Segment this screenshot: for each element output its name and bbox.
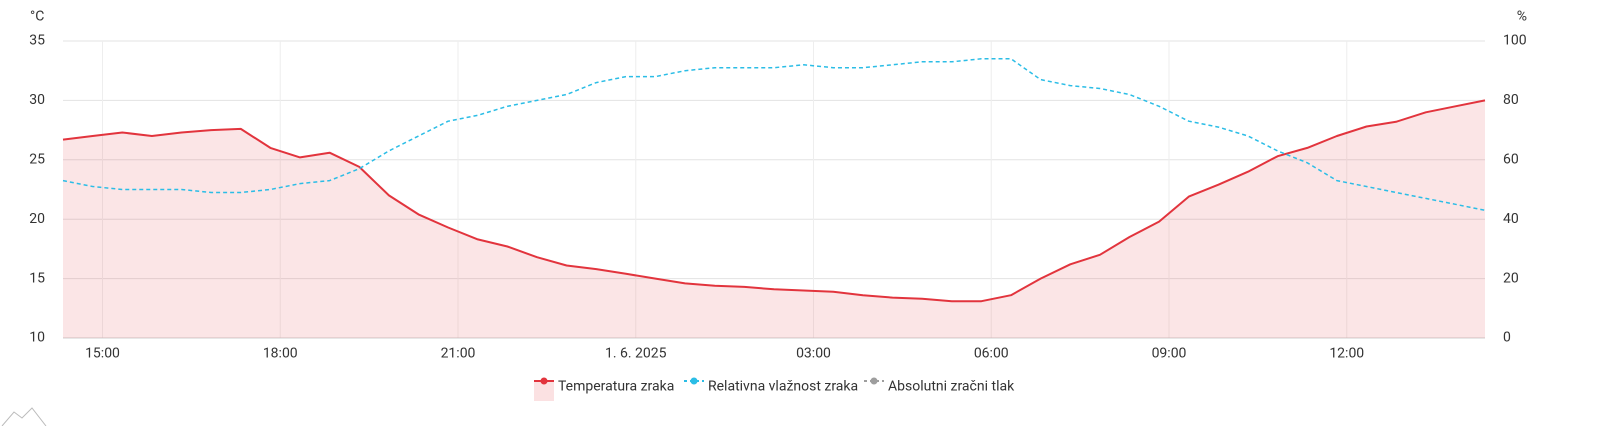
y-axis-unit: °C: [30, 9, 44, 25]
area: [63, 100, 1485, 339]
x-tick-label: 12:00: [1329, 346, 1364, 362]
y2-tick-label: 100: [1503, 33, 1527, 49]
line: [62, 58, 1486, 212]
legend: Temperatura zraka Relativna vlažnost zrak…: [534, 377, 1015, 401]
y2-axis-unit: %: [1517, 9, 1527, 25]
legend-label: Relativna vlažnost zraka: [708, 379, 858, 395]
legend-dot: [540, 377, 548, 385]
x-tick-label: 1. 6. 2025: [605, 346, 667, 362]
x-tick-label: 21:00: [441, 346, 476, 362]
y2-tick-label: 0: [1503, 330, 1511, 346]
x-tick-label: 09:00: [1152, 346, 1187, 362]
logo: [1, 407, 47, 426]
y2-tick-label: 20: [1503, 270, 1519, 286]
y-tick-label: 20: [29, 211, 45, 227]
x-tick-label: 18:00: [263, 346, 298, 362]
x-tick-label: 03:00: [796, 346, 831, 362]
y-tick-label: 25: [29, 152, 45, 168]
legend-label: Absolutni zračni tlak: [888, 379, 1015, 395]
y-tick-label: 15: [29, 270, 45, 286]
legend-dot: [690, 377, 698, 385]
y2-tick-label: 60: [1503, 152, 1519, 168]
y2-tick-label: 40: [1503, 211, 1519, 227]
legend-label: Temperatura zraka: [558, 379, 674, 395]
y-tick-label: 35: [29, 33, 45, 49]
x-tick-label: 06:00: [974, 346, 1009, 362]
y-tick-label: 30: [29, 92, 45, 108]
y2-tick-label: 80: [1503, 92, 1519, 108]
legend-dot: [870, 377, 878, 385]
y-tick-label: 10: [29, 330, 45, 346]
x-tick-label: 15:00: [85, 346, 120, 362]
line: [62, 99, 1486, 303]
legend-swatch: [534, 381, 554, 401]
